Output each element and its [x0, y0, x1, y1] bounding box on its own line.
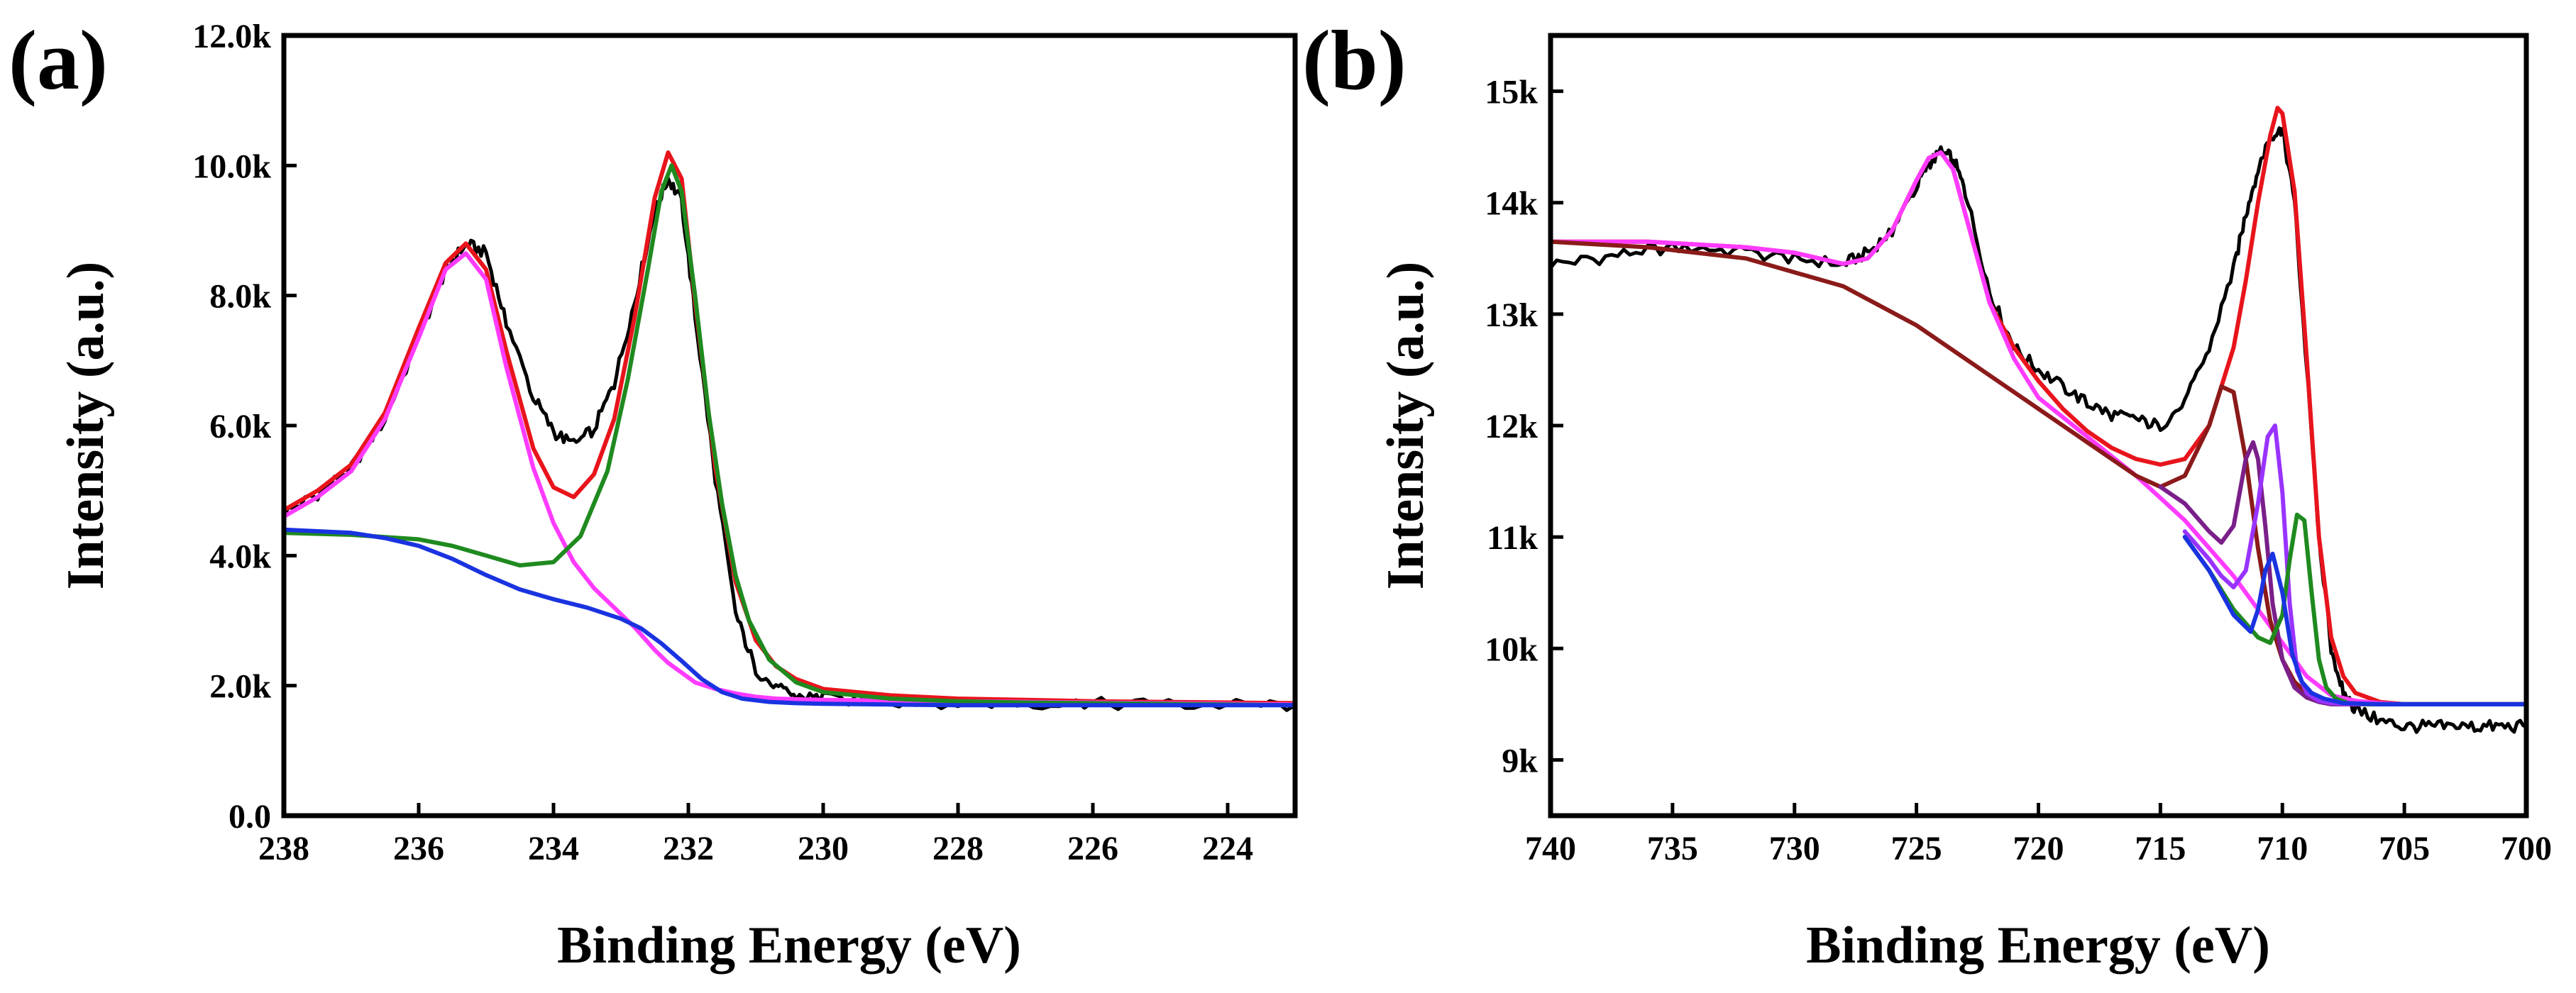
panel-a-axes: 238 236 234 232 230 228 226 224 0.0 2.0k 4.0k 6.0k 8… — [192, 18, 1253, 867]
panel-b-series-background — [1548, 239, 2528, 706]
panel-a-y-tick-label: 10.0k — [192, 148, 271, 185]
panel-b-y-tick-label: 14k — [1485, 185, 1538, 223]
panel-a-label: (a) — [9, 13, 108, 107]
panel-a-x-tick-label: 224 — [1202, 830, 1253, 867]
panel-a-series-fitted-envelope — [282, 150, 1297, 706]
panel-b-y-tick-label: 11k — [1487, 519, 1538, 557]
panel-a-y-tick-label: 4.0k — [209, 538, 271, 575]
panel-b-x-tick-label: 725 — [1891, 830, 1942, 867]
panel-b-y-axis-title: Intensity (a.u.) — [1377, 262, 1435, 590]
panel-b-y-tick-label: 12k — [1485, 408, 1538, 445]
panel-b-x-tick-label: 720 — [2013, 830, 2064, 867]
panel-a-x-axis-title: Binding Energy (eV) — [557, 916, 1021, 975]
panel-b-series-raw-data — [1548, 126, 2528, 734]
panel-a-y-tick-label: 8.0k — [209, 278, 271, 316]
panel-a-x-tick-label: 232 — [663, 830, 714, 867]
panel-b-x-tick-label: 740 — [1525, 830, 1576, 867]
panel-a-series-component-2 — [282, 163, 1297, 708]
panel-a-series-raw-data — [282, 176, 1297, 712]
panel-b-series-component-e — [2182, 535, 2528, 706]
panel-b-x-axis-title: Binding Energy (eV) — [1806, 916, 2270, 975]
panel-b-y-tick-label: 10k — [1485, 631, 1538, 668]
panel-b-label: (b) — [1302, 13, 1407, 107]
panel-b-y-tick-label: 9k — [1502, 742, 1538, 780]
panel-b-x-tick-label: 700 — [2501, 830, 2552, 867]
panel-a-x-tick-label: 226 — [1067, 830, 1118, 867]
panel-b-plot-area — [1548, 106, 2528, 734]
panel-b-x-tick-label: 735 — [1647, 830, 1698, 867]
panel-b-x-tick-label: 705 — [2379, 830, 2430, 867]
panel-a-x-tick-label: 230 — [798, 830, 849, 867]
panel-a-y-tick-label: 0.0 — [229, 798, 271, 836]
panel-a-y-tick-label: 2.0k — [209, 668, 271, 706]
panel-b-y-tick-label: 13k — [1485, 296, 1538, 334]
panel-b-x-tick-label: 710 — [2257, 830, 2308, 867]
panel-b-series-fitted-envelope — [1548, 106, 2528, 706]
panel-b-axes: 740 735 730 725 720 715 710 705 700 9k 10k 11k 12k 13… — [1485, 74, 2552, 867]
panel-b-series-component-a — [1548, 150, 2528, 706]
panel-a-series-background — [282, 527, 1297, 708]
panel-b-frame — [1548, 33, 2529, 819]
panel-a: (a) 238 236 234 232 230 228 226 224 0.0 2.0k 4.0k 6… — [9, 13, 1298, 975]
panel-a-y-axis-title: Intensity (a.u.) — [57, 262, 115, 590]
panel-a-plot-area — [282, 150, 1297, 712]
panel-b: (b) 740 735 730 725 720 715 710 705 700 9k 10k 11k 1… — [1302, 13, 2552, 975]
panel-a-x-tick-label: 228 — [932, 830, 984, 867]
panel-a-y-tick-label: 12.0k — [192, 18, 271, 55]
panel-a-y-tick-label: 6.0k — [209, 408, 271, 445]
panel-b-series-component-c — [2182, 423, 2528, 706]
panel-a-x-tick-label: 238 — [258, 830, 309, 867]
panel-b-series-component-b — [2158, 440, 2528, 706]
panel-a-x-tick-label: 234 — [528, 830, 579, 867]
panel-a-x-tick-label: 236 — [393, 830, 444, 867]
panel-b-y-tick-label: 15k — [1485, 74, 1538, 111]
panel-a-series-component-1 — [282, 251, 1297, 707]
panel-b-x-tick-label: 730 — [1769, 830, 1820, 867]
panel-b-x-tick-label: 715 — [2135, 830, 2186, 867]
panel-b-series-component-d — [2182, 512, 2528, 706]
